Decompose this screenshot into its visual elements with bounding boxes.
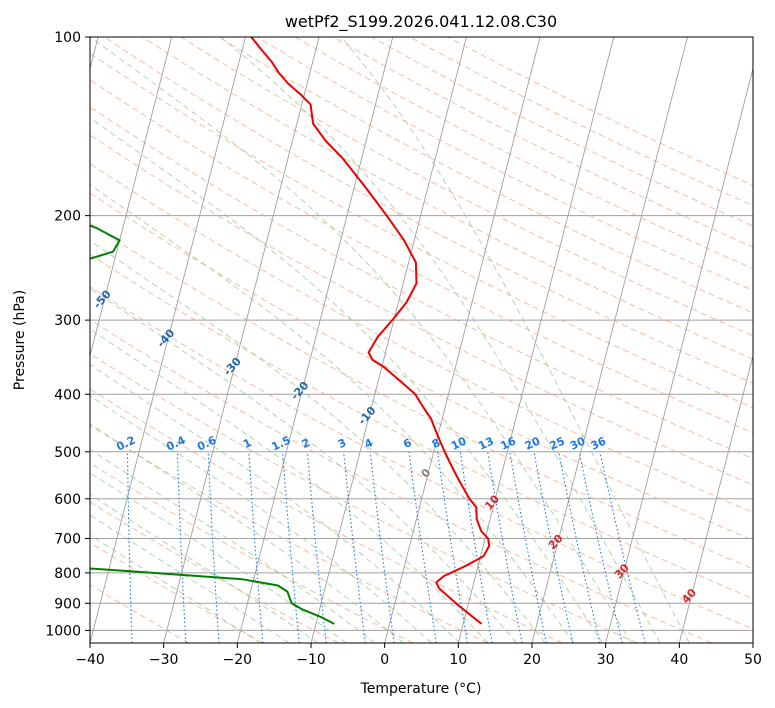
x-axis-ticks: −40 −30 −20 −10 0 10 20 30 40 50 [75, 643, 762, 668]
isotherm-line [90, 37, 246, 643]
x-tick-label: 10 [449, 652, 467, 668]
mixing-ratio-line [578, 451, 623, 643]
x-tick-label: −10 [296, 652, 326, 668]
mixing-ratio-line [533, 451, 574, 643]
dry-adiabat [180, 37, 753, 337]
isotherm-line [90, 37, 173, 358]
dewpoint-profile [90, 224, 335, 625]
x-axis-label: Temperature (°C) [360, 681, 482, 697]
dry-adiabat [90, 253, 753, 600]
sounding-profiles [90, 37, 491, 625]
mixing-ratio-line [599, 451, 646, 643]
isotherm-line [310, 37, 467, 643]
moist-adiabat [341, 37, 690, 643]
x-tick-label: 30 [597, 652, 615, 668]
isotherm-line [457, 37, 615, 643]
moist-adiabats [90, 37, 690, 643]
dry-adiabat [90, 388, 563, 643]
dry-adiabat [90, 163, 753, 513]
mixing-ratio-label: 13 [476, 434, 495, 452]
chart-title: wetPf2_S199.2026.041.12.08.C30 [285, 12, 557, 32]
x-tick-label: 40 [670, 652, 688, 668]
mixing-ratio-label: 36 [589, 434, 609, 452]
isotherm-line [236, 37, 394, 643]
mixing-ratio-line [408, 451, 437, 643]
dry-adiabat [90, 52, 753, 409]
isotherm-line [678, 353, 753, 643]
dry-adiabat [90, 584, 190, 643]
moist-adiabat [90, 117, 603, 643]
x-tick-label: 0 [380, 652, 389, 668]
moist-adiabat [90, 448, 376, 643]
y-tick-label: 600 [54, 492, 81, 508]
moist-adiabat [90, 184, 575, 643]
isotherm-line [605, 66, 753, 643]
x-tick-label: −20 [223, 652, 253, 668]
y-axis-ticks: 100 200 300 400 500 600 700 800 900 1000 [45, 30, 90, 639]
mixing-ratio-lines [126, 451, 646, 643]
moist-adiabat [90, 423, 404, 643]
mixing-ratio-label: 30 [568, 434, 588, 452]
y-axis-label: Pressure (hPa) [12, 290, 28, 390]
mixing-ratio-line [558, 451, 601, 643]
x-tick-label: −40 [75, 652, 105, 668]
mixing-ratio-label: 25 [548, 434, 567, 452]
moist-adiabat [90, 363, 461, 643]
mixing-ratio-line [343, 451, 366, 643]
mixing-ratio-line [248, 451, 264, 643]
dry-adiabats [90, 37, 753, 643]
mixing-ratio-line [306, 451, 327, 643]
y-tick-label: 400 [54, 387, 81, 403]
dry-adiabat [90, 134, 753, 486]
isotherm-line [531, 37, 688, 643]
mixing-ratio-line [176, 451, 187, 643]
dry-adiabat [90, 319, 712, 643]
temperature-profile [250, 37, 491, 625]
y-tick-label: 1000 [45, 623, 81, 639]
x-tick-label: 20 [523, 652, 541, 668]
dry-adiabat [90, 353, 638, 643]
mixing-ratio-line [207, 451, 220, 643]
skewed-isotherms [90, 37, 753, 643]
x-tick-label: 50 [744, 652, 762, 668]
y-tick-label: 200 [54, 209, 81, 225]
mixing-ratio-label: 16 [499, 434, 519, 452]
y-tick-label: 500 [54, 445, 81, 461]
y-tick-label: 100 [54, 30, 81, 46]
moist-adiabat [90, 37, 632, 643]
x-tick-label: −30 [149, 652, 179, 668]
dry-adiabat [90, 424, 488, 643]
dry-adiabat [90, 286, 753, 630]
mixing-ratio-line [282, 451, 300, 643]
isotherm-line [384, 37, 541, 643]
y-tick-label: 900 [54, 596, 81, 612]
mixing-ratio-line [509, 451, 547, 643]
moist-adiabat [90, 472, 347, 643]
isotherm-line [163, 37, 320, 643]
moist-adiabat [90, 287, 517, 643]
moist-adiabat [90, 395, 432, 643]
y-tick-label: 800 [54, 566, 81, 582]
mixing-ratio-label: 20 [523, 434, 543, 452]
mixing-ratio-label: 10 [449, 434, 469, 452]
plot-area: 0.10.20.40.611.52346810131620253036-100-… [90, 37, 753, 643]
moist-adiabat [90, 493, 319, 643]
mixing-ratio-line [369, 451, 395, 643]
dry-adiabat [218, 37, 753, 314]
y-tick-label: 300 [54, 313, 81, 329]
dry-adiabat [104, 37, 753, 384]
moist-adiabat [90, 240, 546, 643]
plot-frame [89, 36, 754, 644]
y-tick-label: 700 [54, 532, 81, 548]
